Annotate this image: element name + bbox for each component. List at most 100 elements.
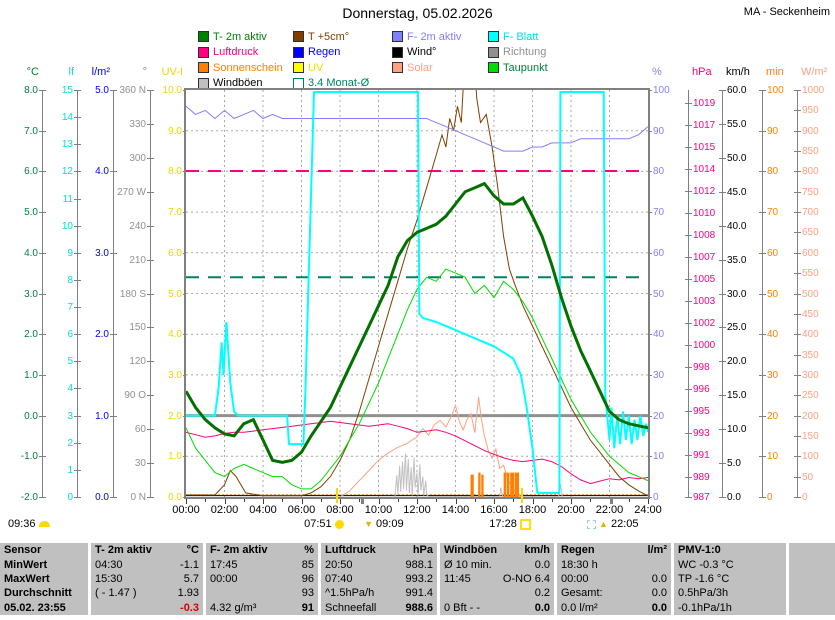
axis-tick (685, 234, 692, 236)
axis-tick (147, 259, 154, 261)
cell-text: 17:45 (210, 558, 238, 571)
axis-unit-%: % (652, 66, 662, 78)
sunrise-time: 07:51 (304, 518, 332, 530)
axis-tick (719, 293, 726, 295)
axis-tick-label: 4.0 (24, 247, 38, 259)
series-windb-en (394, 453, 563, 497)
x-axis-tick (320, 499, 322, 502)
axis-tick (794, 334, 801, 336)
table-cell: 11:45 O-NO 6.4 (440, 571, 554, 587)
cell-text: 07:40 (325, 572, 353, 585)
station-name: MA - Seckenheim (743, 6, 830, 18)
axis-tick-label: 12 (61, 166, 73, 178)
half-sun-icon (38, 521, 50, 527)
axis-tick-label: 995 (693, 405, 710, 417)
legend-swatch-icon (198, 77, 209, 89)
axis-tick-label: 800 (802, 166, 819, 178)
axis-tick (794, 476, 801, 478)
cell-text: F- 2m aktiv (210, 544, 268, 557)
legend-swatch-icon (392, 31, 403, 42)
axis-tick (794, 435, 801, 437)
axis-tick-label: 5.0 (24, 207, 38, 219)
table-cell: 0.2 (440, 586, 554, 601)
x-axis-label: 18:00 (518, 504, 547, 516)
axis-tick (759, 497, 766, 498)
axis-tick-label: 7.0 (168, 207, 182, 219)
cell-value: 0.0 (651, 601, 667, 614)
axis-tick-label: 1 (67, 464, 73, 476)
axis-tick-label: 0.0 (168, 492, 182, 503)
axis-tick-label: 50 (653, 288, 665, 300)
legend-item-t-2m-aktiv: T- 2m aktiv (198, 30, 267, 43)
legend-label: Richtung (503, 46, 547, 58)
axis-tick (685, 454, 692, 456)
axis-tick-label: 9.0 (168, 125, 182, 137)
table-cell: 4.32 g/m³ 91 (206, 600, 318, 615)
axis-tick (147, 191, 154, 193)
x-axis-tick (494, 499, 495, 504)
axis-tick-label: 9 (67, 247, 73, 259)
table-header: Windböen km/h (440, 543, 554, 558)
axis-tick-label: 240 (129, 220, 146, 232)
axis-tick-label: 1014 (693, 163, 716, 175)
axis-tick-label: 10 (767, 451, 779, 463)
cell-text: TP -1.6 °C (678, 572, 730, 585)
sunrise-label: 07:51 (304, 518, 344, 530)
legend-swatch-icon (488, 62, 499, 73)
axis-line-l/m² (113, 90, 114, 497)
legend-swatch-icon (293, 62, 304, 73)
axis-tick-label: 5.0 (168, 288, 182, 300)
x-axis-label: 14:00 (441, 504, 470, 516)
axis-tick (110, 415, 117, 417)
legend-label: Regen (308, 46, 341, 58)
axis-tick (74, 497, 81, 498)
cell-value: 988.6 (405, 601, 433, 614)
series-f-2m-aktiv (186, 105, 648, 152)
legend-label: Taupunkt (503, 61, 548, 74)
axis-tick (39, 171, 46, 173)
axis-tick-label: 60.0 (727, 85, 747, 96)
axis-tick-label: 30 (653, 369, 665, 381)
legend-label: T +5cm° (308, 30, 350, 43)
axis-tick (685, 103, 692, 105)
axis-tick-label: 8.0 (24, 85, 38, 96)
axis-tick (719, 429, 726, 431)
axis-line-lf (77, 90, 78, 497)
axis-tick-label: 55.0 (727, 118, 747, 130)
axis-tick (719, 361, 726, 363)
legend-item-richtung: Richtung (488, 46, 546, 59)
axis-tick (39, 374, 46, 376)
axis-tick (39, 90, 46, 91)
legend-swatch-icon (392, 62, 403, 73)
axis-tick (719, 90, 726, 91)
axis-tick (147, 225, 154, 227)
sunshine-bar (506, 472, 510, 497)
x-axis-tick (628, 499, 630, 502)
axis-tick-label: 10 (61, 220, 73, 232)
axis-tick-label: 2.0 (24, 329, 38, 341)
axis-tick-label: 10 (653, 451, 665, 463)
axis-tick (794, 151, 801, 153)
axis-unit-lf: lf (68, 66, 75, 78)
axis-tick (685, 125, 692, 126)
x-axis-tick (378, 499, 380, 504)
axis-tick (110, 497, 117, 498)
moon-icon (587, 519, 597, 529)
axis-tick (74, 117, 81, 119)
moonrise-arrow-icon: ▲ (599, 518, 608, 529)
moonset-arrow-icon: ▼ (364, 518, 374, 529)
axis-tick-label: 2.0 (168, 410, 182, 422)
axis-tick-label: 25.0 (727, 322, 747, 334)
sunrise-marker-line (336, 488, 339, 503)
axis-tick (719, 191, 726, 193)
sunset-label: 17:28 (489, 518, 531, 530)
axis-tick-label: 80 (767, 166, 779, 178)
table-cell-empty (789, 586, 835, 601)
x-axis-label: 06:00 (287, 504, 316, 516)
cell-text: MinWert (4, 558, 48, 571)
cell-text: Regen (561, 544, 595, 557)
axis-tick-label: 200 (802, 410, 819, 422)
axis-tick-label: 40 (653, 329, 665, 341)
axis-unit-l/m²: l/m² (91, 66, 110, 78)
axis-tick-label: 45.0 (727, 186, 747, 198)
